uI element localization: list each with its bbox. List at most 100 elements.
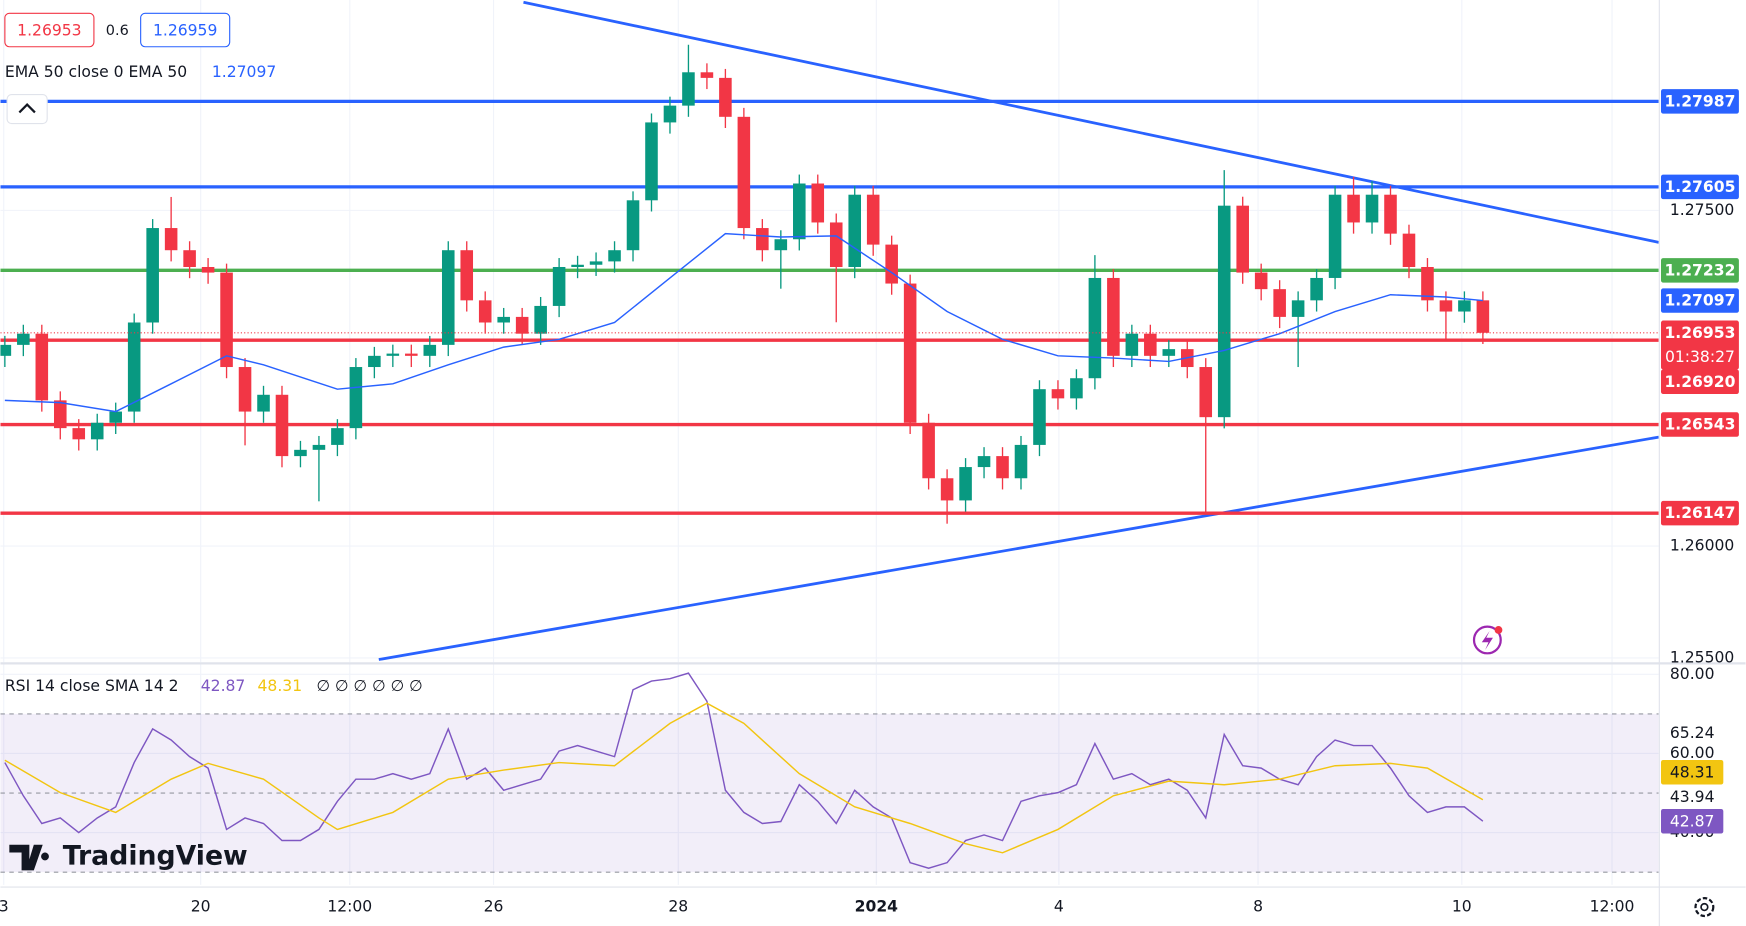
price-label-box (1660, 258, 1739, 283)
alert-dot (1494, 626, 1503, 634)
candle-body (90, 422, 104, 440)
ema-line (4, 232, 1483, 413)
candle-body (515, 316, 529, 334)
ask-box[interactable] (140, 12, 231, 48)
rsi-line (4, 672, 1484, 869)
rsi-placeholders: ∅ ∅ ∅ ∅ ∅ ∅ (317, 677, 423, 695)
rsi-legend-value: 42.87 (201, 677, 246, 695)
settings-icon (1700, 902, 1709, 912)
rsi-axis-label: 43.94 (1670, 788, 1715, 806)
candle-body (1347, 194, 1360, 223)
x-tick-label: 20 (191, 898, 211, 916)
y-tick-label: 60.00 (1670, 744, 1715, 762)
candle-body (478, 300, 492, 323)
candle-body (793, 183, 806, 240)
candle-body (423, 344, 437, 356)
x-tick-label: 12:00 (1590, 898, 1635, 916)
rsi-value-label: 48.31 (1670, 763, 1715, 781)
candle-body (608, 250, 621, 262)
price-label: 1.26543 (1664, 416, 1735, 434)
candle-body (460, 250, 474, 301)
price-label: 1.27987 (1664, 92, 1735, 110)
price-label: 1.27097 (1664, 292, 1735, 310)
price-label: 1.27605 (1664, 178, 1735, 196)
candle-body (35, 333, 49, 401)
price-label-box (1660, 288, 1739, 313)
candle-body (700, 72, 714, 78)
candle-body (534, 305, 547, 334)
ema-legend: EMA 50 close 0 EMA 50 (5, 63, 187, 81)
candle-body (349, 367, 363, 429)
price-label: 1.27232 (1664, 261, 1735, 279)
candle-body (72, 428, 86, 440)
candle-body (201, 266, 215, 273)
logo-mark (9, 844, 49, 871)
candle-body (1070, 378, 1083, 399)
price-label-box (1660, 320, 1739, 370)
candle-body (441, 250, 455, 345)
candle-body (1033, 389, 1046, 445)
candle-body (996, 456, 1009, 479)
rsi-label-box (1660, 808, 1724, 834)
candle-body (1125, 333, 1139, 356)
candle-body (109, 411, 122, 423)
candle-body (1476, 300, 1490, 333)
candle-body (1162, 349, 1176, 356)
x-tick-label: 26 (484, 898, 504, 916)
candle-body (17, 333, 30, 345)
rsi-pane (0, 672, 1659, 873)
candle-body (1273, 289, 1286, 317)
settings-button[interactable] (1694, 897, 1715, 918)
rsi-value-label: 42.87 (1670, 812, 1715, 830)
price-label: 1.26920 (1664, 373, 1735, 391)
price-label: 1.26953 (1664, 324, 1735, 342)
candle-body (1421, 266, 1434, 301)
price-label-box (1660, 369, 1739, 395)
collapse-icon (18, 103, 36, 114)
candle-body (682, 72, 695, 106)
rsi-legend: RSI 14 close SMA 14 2 (5, 677, 179, 695)
spread: 0.6 (106, 23, 129, 39)
candle-body (774, 239, 788, 251)
candle-body (1402, 233, 1416, 267)
candle-body (164, 228, 178, 251)
candle-body (811, 183, 825, 223)
price-label-box (1660, 412, 1739, 437)
x-tick-label: 4 (1054, 898, 1064, 916)
trendline (378, 435, 1659, 661)
candle-body (257, 394, 270, 412)
candle-body (1328, 194, 1342, 278)
candle-body (903, 283, 917, 423)
collapse-button[interactable] (6, 94, 48, 125)
grid (0, 0, 1659, 885)
candle-body (275, 394, 289, 457)
trendline (523, 0, 1659, 244)
candle-body (1458, 300, 1471, 312)
candle-body (1439, 300, 1453, 312)
candle-body (368, 355, 381, 368)
candle-body (294, 449, 307, 457)
x-tick-label: 8 (1253, 898, 1263, 916)
ask-price: 1.26959 (153, 22, 217, 40)
candle-body (1088, 277, 1102, 379)
candle-body (127, 322, 141, 412)
candle-body (1014, 444, 1028, 479)
candle-body (866, 194, 880, 245)
x-tick-label: 28 (668, 898, 688, 916)
y-tick-label: 80.00 (1670, 665, 1715, 683)
rsi-axis-label: 65.24 (1670, 724, 1715, 742)
candle-body (146, 228, 159, 323)
candle-body (1384, 194, 1397, 234)
candle-body (922, 422, 935, 479)
candle-body (645, 122, 658, 201)
candle-body (405, 353, 418, 356)
logo-text: TradingView (63, 840, 248, 871)
candle-body (1144, 333, 1157, 356)
candle-body (663, 105, 677, 123)
alert-icon[interactable] (1472, 625, 1502, 655)
countdown: 01:38:27 (1665, 348, 1735, 366)
alert-bolt (1481, 631, 1493, 650)
bid-box[interactable] (4, 12, 95, 48)
